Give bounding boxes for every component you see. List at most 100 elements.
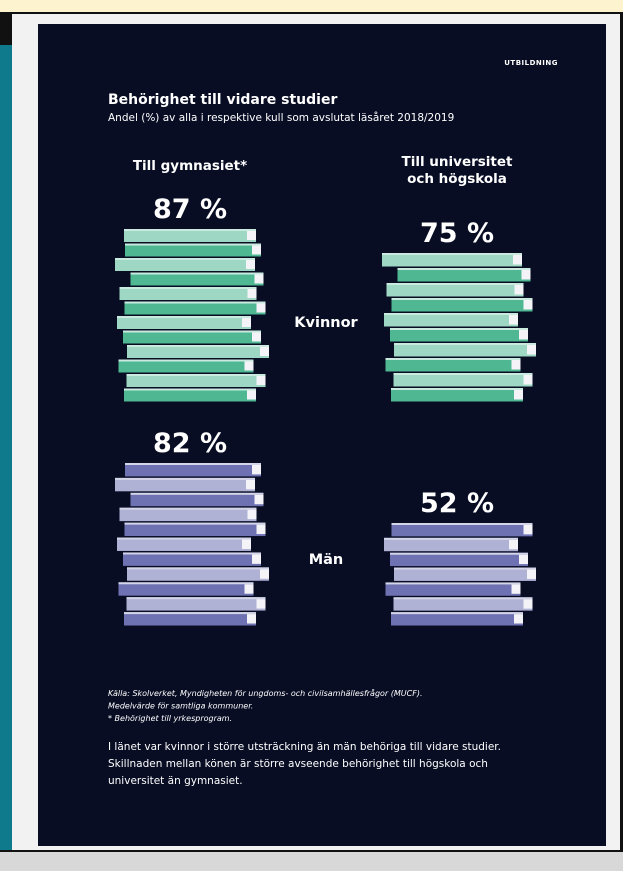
- book-pages: [519, 330, 528, 340]
- book-pages: [511, 360, 521, 370]
- category-label: Kvinnor: [294, 315, 358, 331]
- book-top: [385, 582, 521, 585]
- book-pages: [247, 390, 256, 400]
- book: [118, 582, 254, 596]
- book-top: [390, 328, 528, 330]
- book: [393, 373, 533, 387]
- book-pages: [247, 289, 257, 298]
- bottom-strip: [0, 852, 623, 871]
- book-stack: [115, 463, 269, 626]
- top-strip: [0, 0, 623, 12]
- book-pages: [523, 525, 533, 535]
- book: [124, 522, 266, 537]
- book: [127, 567, 269, 581]
- book-top: [126, 597, 266, 600]
- book-top: [391, 298, 533, 300]
- book-top: [394, 567, 536, 570]
- book-top: [384, 537, 518, 540]
- book-top: [385, 358, 521, 360]
- book-pages: [519, 554, 528, 565]
- book: [117, 316, 251, 329]
- book: [386, 283, 524, 297]
- book-top: [393, 597, 533, 600]
- book-pages: [246, 260, 255, 269]
- book-pages: [514, 285, 524, 295]
- book-top: [397, 268, 531, 270]
- book-top: [118, 582, 254, 585]
- value-label: 52 %: [420, 488, 494, 519]
- book-top: [124, 388, 256, 391]
- book: [391, 612, 523, 626]
- book: [124, 301, 266, 315]
- body-text: Skillnaden mellan könen är större avseen…: [108, 758, 488, 770]
- source-note: Medelvärde för samtliga kommuner.: [108, 702, 253, 711]
- book-top: [384, 313, 518, 315]
- book-pages: [247, 231, 256, 240]
- book-top: [386, 283, 524, 285]
- book-top: [382, 253, 522, 255]
- book-pages: [521, 270, 531, 280]
- book: [126, 597, 266, 611]
- book: [115, 258, 255, 271]
- book-pages: [244, 361, 254, 371]
- book: [384, 537, 518, 552]
- book-top: [130, 272, 264, 275]
- book-top: [118, 359, 254, 362]
- category-label: Män: [309, 552, 344, 568]
- book: [390, 328, 528, 342]
- book: [124, 388, 256, 402]
- book-pages: [244, 584, 254, 594]
- book-pages: [523, 375, 533, 385]
- column-header: Till universitet och högskola: [402, 154, 514, 187]
- book-stack: [382, 253, 536, 402]
- book-top: [124, 229, 256, 231]
- book: [123, 552, 261, 566]
- book-top: [391, 523, 533, 525]
- book-top: [125, 243, 261, 246]
- book: [385, 582, 521, 596]
- book-pages: [247, 614, 256, 624]
- book-pages: [242, 539, 251, 549]
- book: [384, 313, 518, 327]
- book-top: [117, 316, 251, 318]
- book-top: [390, 552, 528, 555]
- source-note: * Behörighet till yrkesprogram.: [108, 714, 232, 723]
- subtitle: Andel (%) av alla i respektive kull som …: [108, 111, 454, 124]
- book-top: [123, 330, 261, 333]
- body-text: universitet än gymnasiet.: [108, 775, 243, 787]
- column-header: Till gymnasiet*: [133, 158, 247, 174]
- book-pages: [254, 494, 264, 505]
- book-pages: [527, 345, 536, 355]
- book-pages: [252, 465, 261, 475]
- book: [391, 388, 523, 402]
- book-top: [394, 343, 536, 345]
- book: [390, 552, 528, 567]
- book-pages: [260, 347, 269, 356]
- book-pages: [256, 524, 266, 535]
- book-pages: [514, 390, 523, 400]
- book-top: [126, 374, 266, 376]
- book: [130, 492, 264, 507]
- book-pages: [513, 255, 522, 265]
- title: Behörighet till vidare studier: [108, 92, 337, 108]
- book: [125, 243, 261, 257]
- body-text: I länet var kvinnor i större utsträcknin…: [108, 741, 501, 753]
- book-pages: [242, 318, 251, 327]
- book: [127, 345, 269, 358]
- book-top: [123, 552, 261, 555]
- book-top: [127, 345, 269, 347]
- kicker: UTBILDNING: [504, 59, 558, 67]
- book-pages: [523, 300, 533, 310]
- book-stack: [384, 523, 536, 626]
- book-pages: [247, 509, 257, 520]
- book-top: [130, 492, 264, 495]
- book-pages: [256, 599, 266, 609]
- panel: [38, 24, 606, 846]
- book: [394, 343, 536, 357]
- source-note: Källa: Skolverket, Myndigheten för ungdo…: [108, 688, 423, 698]
- book: [124, 229, 256, 242]
- book-pages: [511, 584, 521, 594]
- book: [130, 272, 264, 286]
- book: [394, 567, 536, 581]
